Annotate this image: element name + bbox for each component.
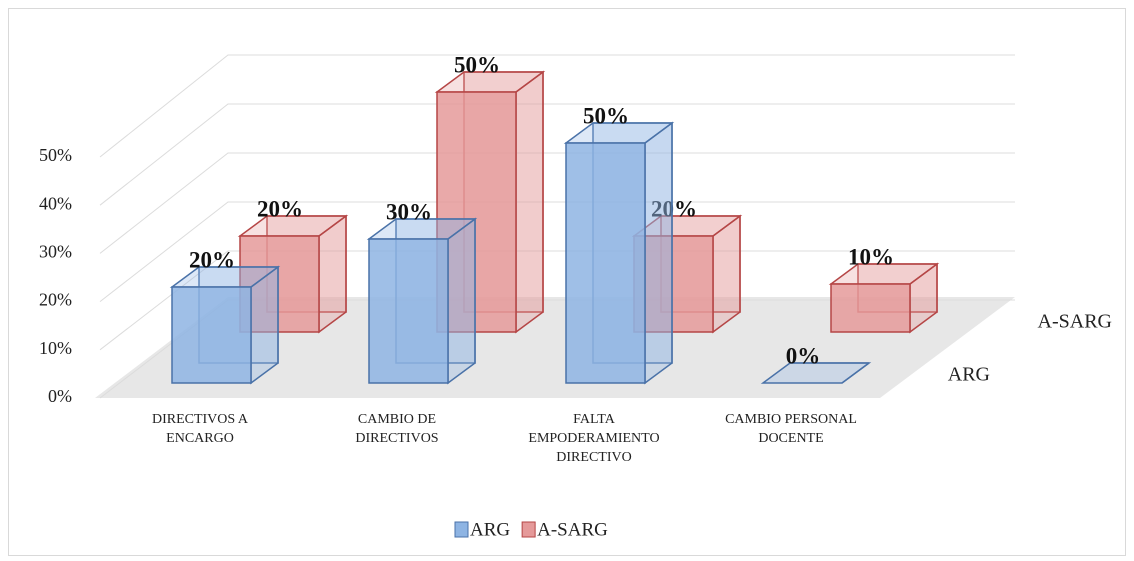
bar — [366, 217, 478, 385]
bar — [237, 214, 349, 334]
bar-front — [565, 142, 646, 384]
bar-side — [644, 121, 673, 385]
bar — [828, 262, 940, 334]
y-tick-label: 50% — [39, 145, 72, 165]
bar-front — [830, 283, 911, 333]
bar — [563, 121, 675, 385]
data-label: 10% — [848, 244, 894, 269]
grid-line — [99, 54, 1015, 158]
depth-label: ARG — [948, 364, 990, 386]
y-tick-label: 20% — [39, 290, 72, 310]
chart-border — [8, 8, 1126, 556]
y-tick-label: 10% — [39, 338, 72, 358]
data-label: 50% — [454, 52, 500, 77]
bar-front — [171, 286, 252, 384]
data-label: 50% — [583, 103, 629, 128]
depth-label: A-SARG — [1038, 311, 1112, 333]
data-label: 20% — [189, 247, 235, 272]
x-tick-label: CAMBIO PERSONAL DOCENTE — [725, 412, 857, 446]
bar — [760, 362, 872, 384]
grid-line — [99, 250, 1015, 351]
bar — [434, 70, 546, 334]
bar-side — [515, 70, 544, 334]
bar — [169, 265, 281, 385]
data-label: 30% — [386, 199, 432, 224]
grid-line — [99, 152, 1015, 254]
data-label: 20% — [257, 196, 303, 221]
y-tick-label: 40% — [39, 193, 72, 213]
x-tick-label: FALTA EMPODERAMIENTO DIRECTIVO — [528, 412, 660, 465]
bar-front — [633, 235, 714, 333]
legend-swatch — [454, 521, 469, 538]
legend-label: A-SARG — [537, 519, 608, 540]
bar-front — [436, 91, 517, 333]
floor — [95, 297, 1015, 398]
y-tick-label: 0% — [48, 386, 72, 406]
bar — [631, 214, 743, 334]
y-tick-label: 30% — [39, 242, 72, 262]
bar-front — [239, 235, 320, 333]
data-label: 0% — [786, 343, 821, 368]
legend-swatch — [521, 521, 536, 538]
bar-front — [368, 238, 449, 384]
x-tick-label: CAMBIO DE DIRECTIVOS — [355, 412, 439, 446]
data-label: 20% — [651, 196, 697, 221]
x-tick-label: DIRECTIVOS A ENCARGO — [151, 412, 249, 446]
bar-top — [760, 362, 872, 384]
bar-side — [447, 217, 476, 385]
grid-line — [99, 201, 1015, 302]
grid-line — [99, 103, 1015, 206]
legend-label: ARG — [470, 519, 510, 540]
